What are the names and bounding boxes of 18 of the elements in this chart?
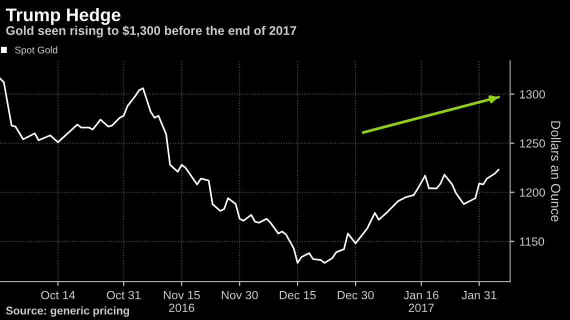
chart-title: Trump Hedge	[6, 8, 120, 25]
y-tick-label: 1250	[520, 139, 545, 148]
x-tick-label: Jan 16 2017	[404, 290, 438, 312]
x-tick-label: Dec 30	[338, 290, 374, 300]
y-tick-label: 1150	[520, 237, 544, 246]
x-tick-label: Nov 15 2016	[164, 291, 200, 312]
y-tick-label: 1300	[520, 90, 545, 99]
line-series	[0, 78, 500, 264]
x-tick-label: Dec 15	[280, 291, 316, 300]
x-tick-label: Nov 30	[222, 290, 258, 300]
source-note: Source: generic pricing	[6, 306, 130, 317]
legend-label: Spot Gold	[15, 46, 58, 56]
y-axis-title: Dollars an Ounce	[551, 121, 561, 222]
chart-subtitle: Gold seen rising to $1,300 before the end of 2017	[6, 26, 296, 38]
y-tick-label: 1200	[520, 188, 545, 197]
x-tick-label: Jan 31	[462, 290, 496, 300]
x-tick-label: Oct 31	[106, 290, 140, 300]
x-tick-label: Oct 14	[41, 290, 76, 300]
